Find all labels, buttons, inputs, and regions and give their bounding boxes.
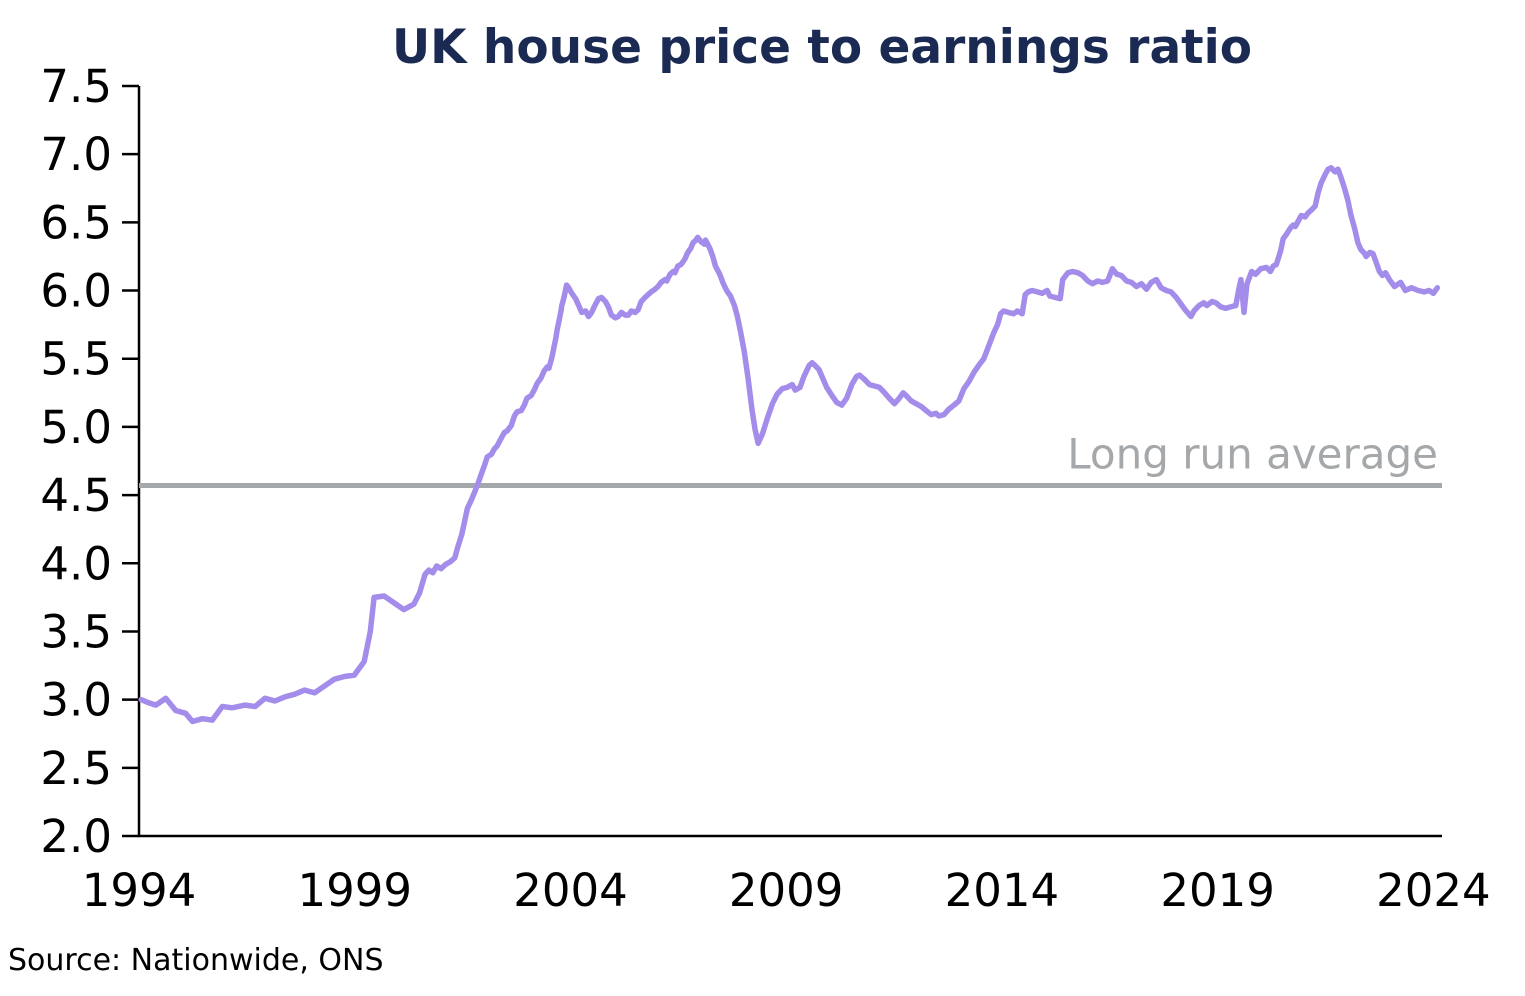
y-tick-label: 2.5: [40, 742, 112, 795]
x-tick-label: 2019: [1160, 864, 1275, 917]
y-tick-label: 7.5: [40, 60, 112, 113]
y-tick-label: 5.0: [40, 401, 112, 454]
y-tick-label: 3.5: [40, 605, 112, 658]
y-tick-label: 4.0: [40, 537, 112, 590]
x-tick-label: 2009: [729, 864, 844, 917]
axis-lines: [137, 86, 1442, 838]
y-tick-label: 3.0: [40, 674, 112, 727]
y-tick-label: 5.5: [40, 333, 112, 386]
chart-title: UK house price to earnings ratio: [392, 20, 1252, 75]
y-tick-label: 2.0: [40, 810, 112, 863]
x-tick-label: 2024: [1376, 864, 1491, 917]
y-axis-ticks: 7.5 7.0 6.5 6.0 5.5 5.0 4.5 4.0 3.5 3.0 2.5 2.0: [40, 60, 139, 863]
long-run-average-label: Long run average: [1067, 430, 1438, 479]
x-tick-label: 1999: [297, 864, 412, 917]
source-note: Source: Nationwide, ONS: [8, 943, 384, 978]
y-tick-label: 7.0: [40, 128, 112, 181]
y-tick-label: 6.5: [40, 196, 112, 249]
y-tick-label: 4.5: [40, 469, 112, 522]
x-axis-ticks: 1994 1999 2004 2009 2014 2019 2024: [82, 864, 1491, 917]
house-price-earnings-series: [138, 165, 1441, 725]
x-tick-label: 1994: [82, 864, 197, 917]
x-tick-label: 2014: [945, 864, 1060, 917]
y-tick-label: 6.0: [40, 265, 112, 318]
x-tick-label: 2004: [513, 864, 628, 917]
